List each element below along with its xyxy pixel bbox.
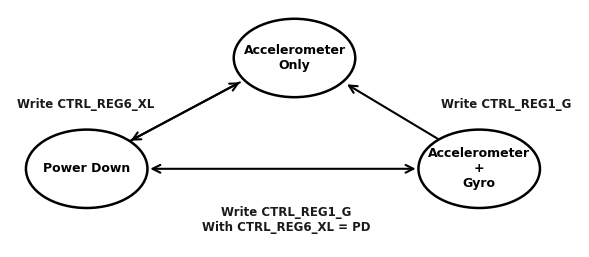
Ellipse shape [26, 130, 147, 208]
Text: Power Down: Power Down [43, 162, 130, 175]
Text: Write CTRL_REG1_G
With CTRL_REG6_XL = PD: Write CTRL_REG1_G With CTRL_REG6_XL = PD [201, 206, 370, 234]
Text: Write CTRL_REG1_G: Write CTRL_REG1_G [441, 98, 571, 111]
Ellipse shape [234, 19, 355, 97]
Text: Accelerometer
+
Gyro: Accelerometer + Gyro [428, 147, 530, 190]
Text: Write CTRL_REG6_XL: Write CTRL_REG6_XL [18, 98, 155, 111]
Text: Accelerometer
Only: Accelerometer Only [243, 44, 346, 72]
Ellipse shape [418, 130, 540, 208]
